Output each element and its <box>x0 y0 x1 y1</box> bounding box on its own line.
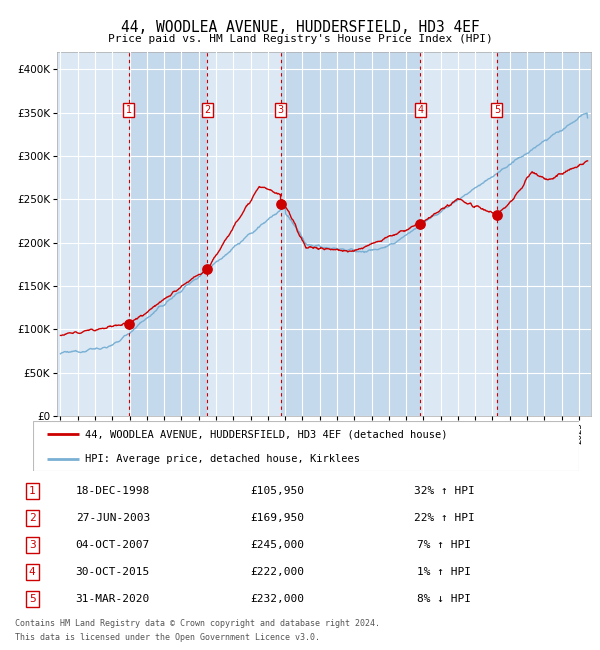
Text: This data is licensed under the Open Government Licence v3.0.: This data is licensed under the Open Gov… <box>15 633 320 642</box>
Text: 2: 2 <box>204 105 211 115</box>
Text: 5: 5 <box>29 594 35 604</box>
Text: 1: 1 <box>126 105 132 115</box>
Text: 18-DEC-1998: 18-DEC-1998 <box>76 486 150 495</box>
Text: 30-OCT-2015: 30-OCT-2015 <box>76 567 150 577</box>
Text: 3: 3 <box>29 540 35 550</box>
Text: 32% ↑ HPI: 32% ↑ HPI <box>413 486 475 495</box>
Text: 4: 4 <box>418 105 424 115</box>
Text: 4: 4 <box>29 567 35 577</box>
Text: 7% ↑ HPI: 7% ↑ HPI <box>417 540 471 550</box>
Text: 44, WOODLEA AVENUE, HUDDERSFIELD, HD3 4EF (detached house): 44, WOODLEA AVENUE, HUDDERSFIELD, HD3 4E… <box>85 429 448 439</box>
Text: 1% ↑ HPI: 1% ↑ HPI <box>417 567 471 577</box>
Text: £245,000: £245,000 <box>250 540 304 550</box>
Bar <box>281 52 421 416</box>
Text: 04-OCT-2007: 04-OCT-2007 <box>76 540 150 550</box>
Bar <box>421 52 497 416</box>
Text: 2: 2 <box>29 513 35 523</box>
Point <box>416 218 425 229</box>
Point <box>492 210 502 220</box>
Text: 3: 3 <box>278 105 284 115</box>
Text: 27-JUN-2003: 27-JUN-2003 <box>76 513 150 523</box>
Text: £105,950: £105,950 <box>250 486 304 495</box>
Text: £222,000: £222,000 <box>250 567 304 577</box>
Text: 5: 5 <box>494 105 500 115</box>
Text: 1: 1 <box>29 486 35 495</box>
Bar <box>497 52 591 416</box>
Text: £169,950: £169,950 <box>250 513 304 523</box>
Point <box>202 263 212 274</box>
Text: Contains HM Land Registry data © Crown copyright and database right 2024.: Contains HM Land Registry data © Crown c… <box>15 619 380 628</box>
Bar <box>129 52 207 416</box>
Point <box>124 319 134 330</box>
Point <box>276 198 286 209</box>
Text: 8% ↓ HPI: 8% ↓ HPI <box>417 594 471 604</box>
Text: 22% ↑ HPI: 22% ↑ HPI <box>413 513 475 523</box>
Text: £232,000: £232,000 <box>250 594 304 604</box>
Text: HPI: Average price, detached house, Kirklees: HPI: Average price, detached house, Kirk… <box>85 454 360 463</box>
Text: 44, WOODLEA AVENUE, HUDDERSFIELD, HD3 4EF: 44, WOODLEA AVENUE, HUDDERSFIELD, HD3 4E… <box>121 20 479 34</box>
Bar <box>207 52 281 416</box>
Bar <box>61 52 129 416</box>
FancyBboxPatch shape <box>33 421 579 471</box>
Text: Price paid vs. HM Land Registry's House Price Index (HPI): Price paid vs. HM Land Registry's House … <box>107 34 493 44</box>
Text: 31-MAR-2020: 31-MAR-2020 <box>76 594 150 604</box>
